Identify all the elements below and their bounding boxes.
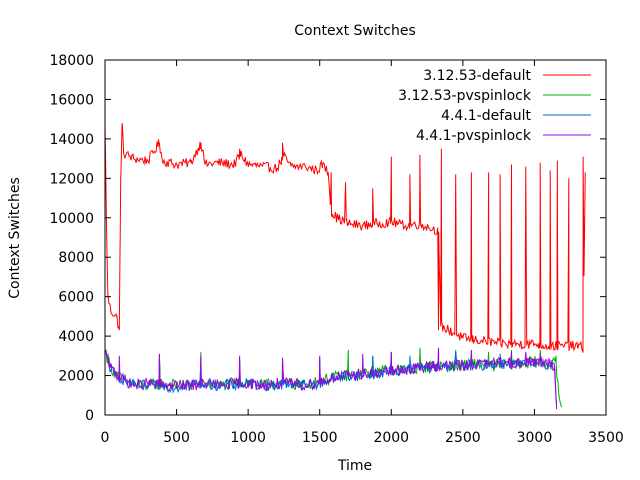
series-line-3.12.53-pvspinlock [104,347,563,408]
series-line-4.4.1-pvspinlock [104,347,558,410]
y-tick-label: 10000 [49,211,94,227]
x-tick-label: 3000 [517,430,553,446]
y-tick-label: 12000 [49,171,94,187]
y-tick-label: 18000 [49,53,94,69]
y-tick-label: 2000 [58,369,94,385]
y-tick-label: 16000 [49,92,94,108]
legend: 3.12.53-default 3.12.53-pvspinlock 4.4.1-d… [398,68,591,144]
x-tick-label: 3500 [588,430,624,446]
y-axis-label: Context Switches [7,177,23,299]
y-tick-label: 6000 [58,290,94,306]
plot-frame [104,59,607,416]
series-line-4.4.1-default [104,351,558,406]
x-tick-label: 2500 [445,430,481,446]
legend-label: 4.4.1-default [441,108,531,124]
x-tick-label: 1500 [302,430,338,446]
x-tick-label: 2000 [373,430,409,446]
legend-label: 3.12.53-default [423,68,531,84]
legend-label: 3.12.53-pvspinlock [398,88,532,104]
series-line-3.12.53-default [104,123,586,353]
y-tick-label: 14000 [49,132,94,148]
legend-label: 4.4.1-pvspinlock [416,128,532,144]
x-tick-label: 500 [163,430,190,446]
axis-ticks: 0 500 1000 1500 2000 2500 3000 3500 0 2000 4000 600… [49,53,623,446]
x-axis-label: Time [337,458,372,474]
x-tick-label: 1000 [230,430,266,446]
y-tick-label: 0 [85,408,94,424]
plot-lines [104,123,586,410]
x-tick-label: 0 [101,430,110,446]
chart-title: Context Switches [294,23,416,39]
y-tick-label: 4000 [58,329,94,345]
y-tick-label: 8000 [58,250,94,266]
